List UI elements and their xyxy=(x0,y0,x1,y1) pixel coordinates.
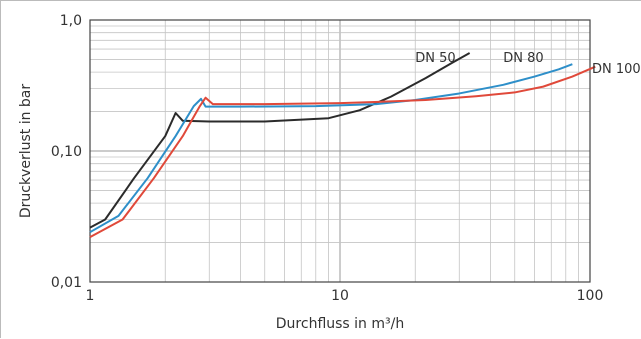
y-tick-label: 0,10 xyxy=(51,144,82,160)
series-label-2: DN 80 xyxy=(503,51,543,66)
series-lines xyxy=(89,52,596,239)
grid xyxy=(90,20,590,282)
series-label-1: DN 50 xyxy=(415,51,455,66)
x-tick-label: 100 xyxy=(577,288,604,304)
x-tick-label: 1 xyxy=(86,288,95,304)
y-axis-title: Druckverlust in bar xyxy=(18,84,34,219)
y-tick-label: 1,0 xyxy=(60,13,82,29)
tick-labels: 1 10 100 0,01 0,10 1,0 xyxy=(51,13,604,304)
series-line-3 xyxy=(89,65,596,239)
series-label-3: DN 100 xyxy=(592,62,641,77)
plot-frame xyxy=(89,19,591,283)
x-axis-title: Durchfluss in m³/h xyxy=(276,316,404,332)
series-labels: DN 50 DN 80 DN 100 xyxy=(415,51,640,77)
y-tick-label: 0,01 xyxy=(51,275,82,291)
x-tick-label: 10 xyxy=(331,288,349,304)
series-line-2 xyxy=(89,63,573,234)
series-line-1 xyxy=(89,52,471,229)
